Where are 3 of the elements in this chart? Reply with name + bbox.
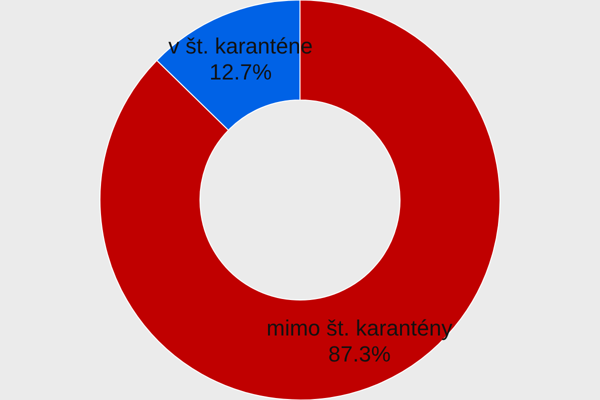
data-label: 87.3%	[328, 341, 391, 366]
slice-label: mimo št. karantény	[266, 315, 452, 340]
data-label: 12.7%	[209, 60, 272, 85]
